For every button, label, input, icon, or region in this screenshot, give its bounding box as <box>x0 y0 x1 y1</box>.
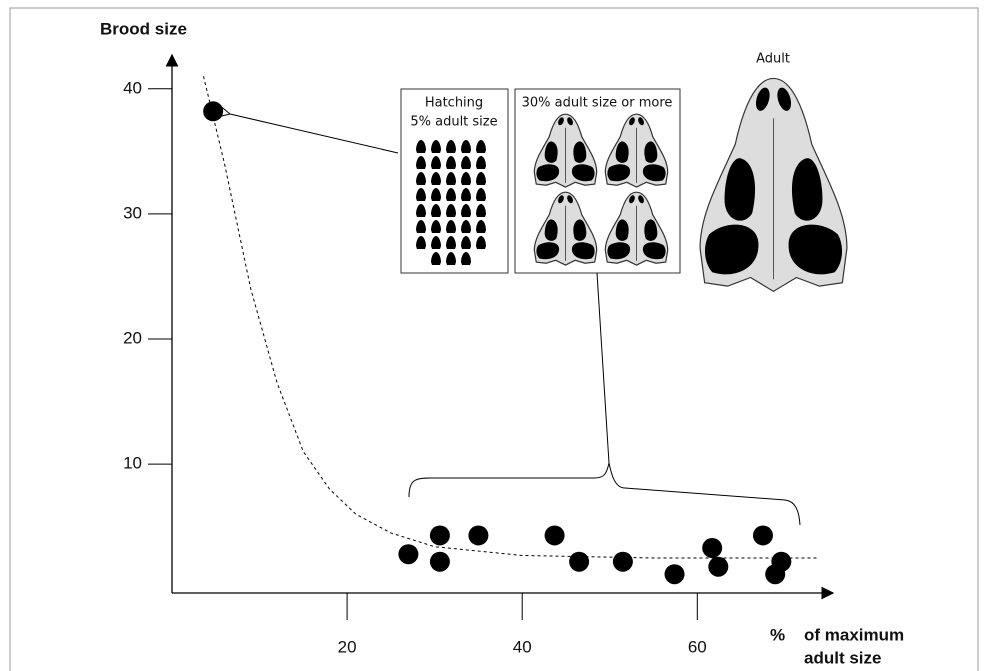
data-point <box>708 557 728 577</box>
inset-label: 30% adult size or more <box>522 96 673 111</box>
data-point <box>545 525 565 545</box>
bracket-stem <box>597 273 609 463</box>
pointer-arrow <box>230 114 398 153</box>
x-tick-label: 20 <box>338 637 357 656</box>
trend-curve <box>204 76 819 558</box>
data-point <box>613 552 633 572</box>
x-tick-label: 40 <box>513 637 532 656</box>
y-tick-label: 10 <box>123 454 142 473</box>
x-axis-label: of maximum <box>804 625 904 644</box>
data-point <box>430 552 450 572</box>
data-point <box>430 525 450 545</box>
inset-label: Hatching <box>425 96 483 111</box>
x-axis-unit: % <box>770 625 785 644</box>
y-tick-label: 30 <box>123 203 142 222</box>
y-axis-label: Brood size <box>100 19 187 38</box>
data-point <box>569 552 589 572</box>
bracket <box>409 463 800 525</box>
data-point <box>765 564 785 584</box>
adult-skull <box>700 78 847 291</box>
y-tick-label: 40 <box>123 78 142 97</box>
x-axis-label: adult size <box>804 648 881 667</box>
x-tick-label: 60 <box>688 637 707 656</box>
data-point <box>468 525 488 545</box>
data-point <box>398 544 418 564</box>
data-point <box>753 525 773 545</box>
data-point <box>702 538 722 558</box>
inset-label: 5% adult size <box>410 115 497 130</box>
y-tick-label: 20 <box>123 328 142 347</box>
data-point <box>665 564 685 584</box>
inset-label: Adult <box>756 52 790 67</box>
chart: Brood size % of maximum adult size Hatch… <box>0 0 987 671</box>
data-point <box>203 101 223 121</box>
